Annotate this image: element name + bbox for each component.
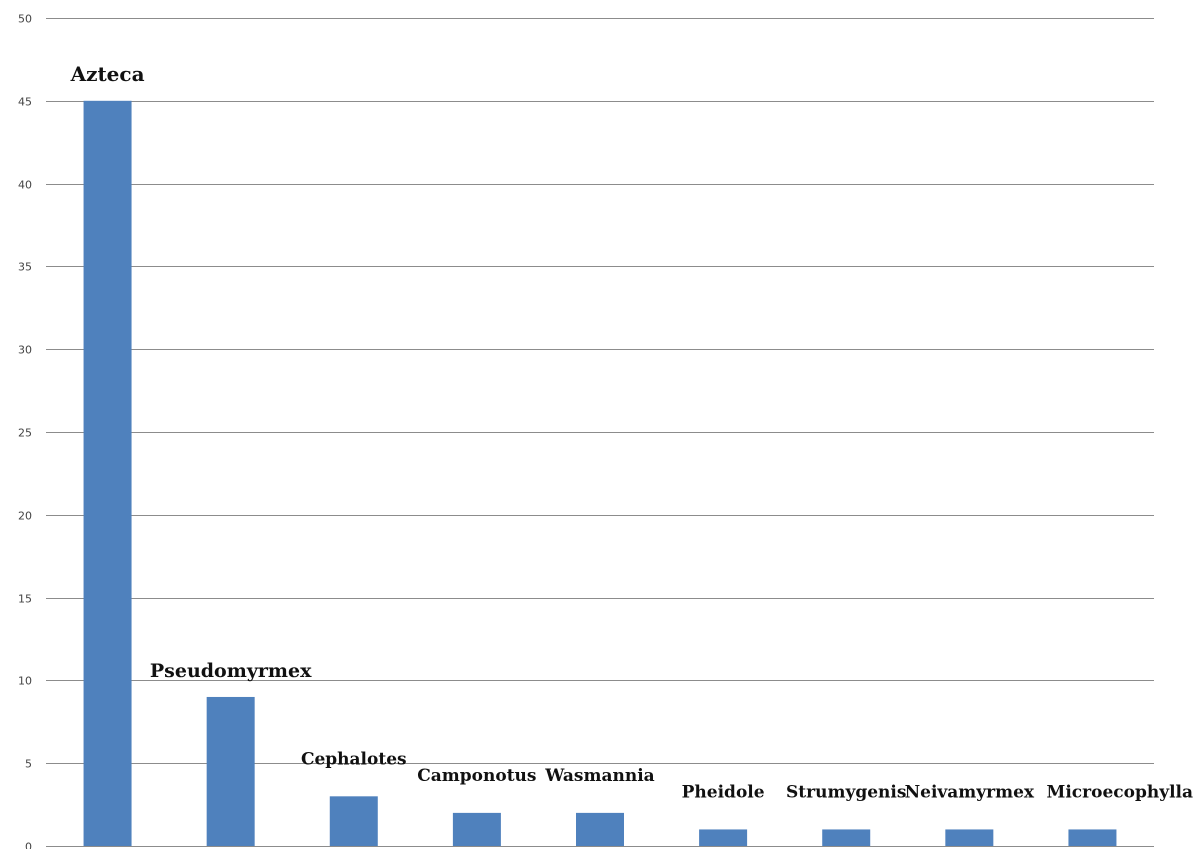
y-tick-label: 30 [18, 344, 32, 357]
y-tick-label: 20 [18, 510, 32, 523]
y-tick-label: 0 [25, 841, 32, 849]
y-axis-ticks: 0 5 10 15 20 25 30 35 40 45 50 [18, 13, 32, 849]
y-tick-label: 10 [18, 675, 32, 688]
bar-cephalotes [330, 796, 378, 846]
y-tick-label: 25 [18, 427, 32, 440]
bar-label: Neivamyrmex [905, 782, 1035, 802]
bar-camponotus [453, 813, 501, 846]
bar-label: Cephalotes [301, 749, 407, 769]
y-tick-label: 35 [18, 261, 32, 274]
bar-label: Strumygenis [786, 782, 906, 802]
bar-azteca [84, 101, 132, 846]
bar-wasmannia [576, 813, 624, 846]
bar-label: Azteca [70, 62, 145, 86]
bar-microecophylla [1068, 829, 1116, 846]
y-tick-label: 45 [18, 96, 32, 109]
bar-label: Wasmannia [544, 766, 654, 786]
bar-label: Pheidole [682, 782, 765, 802]
bar-label: Pseudomyrmex [150, 660, 312, 682]
y-tick-label: 15 [18, 593, 32, 606]
bar-pseudomyrmex [207, 697, 255, 846]
bar-label: Camponotus [417, 766, 536, 786]
bar-neivamyrmex [945, 829, 993, 846]
y-tick-label: 50 [18, 13, 32, 26]
bar-label: Microecophylla [1047, 782, 1193, 802]
y-tick-label: 5 [25, 758, 32, 771]
bars [84, 101, 1117, 846]
bar-strumygenis [822, 829, 870, 846]
bar-pheidole [699, 829, 747, 846]
y-tick-label: 40 [18, 179, 32, 192]
